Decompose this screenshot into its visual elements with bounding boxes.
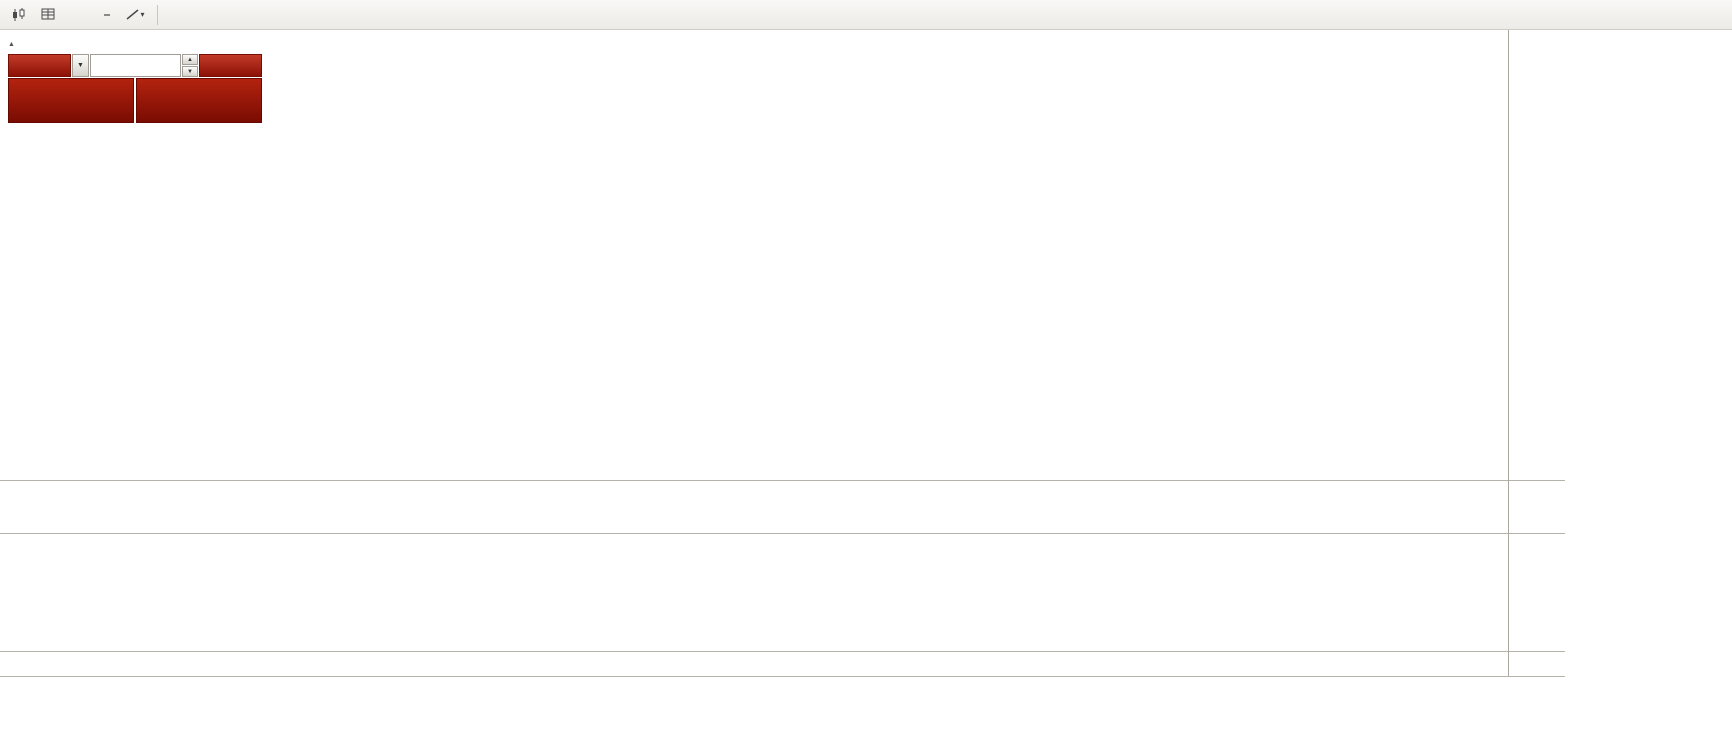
- time-axis[interactable]: [0, 652, 1508, 676]
- candlestick-icon: [13, 7, 25, 21]
- line-tools-button[interactable]: [122, 3, 149, 27]
- data-grid-button[interactable]: [35, 3, 62, 27]
- sell-price-display[interactable]: [8, 78, 134, 123]
- bar-chart-style-button[interactable]: [6, 3, 33, 27]
- panel-separator[interactable]: [0, 651, 1565, 652]
- volume-down-icon[interactable]: [182, 66, 198, 77]
- one-click-trading-panel: [8, 54, 262, 123]
- chart-ohlc-readout: [8, 37, 45, 49]
- font-tool-button[interactable]: [64, 3, 91, 27]
- panel-separator[interactable]: [0, 533, 1565, 534]
- trendline-icon: [127, 9, 139, 20]
- price-axis-border: [1508, 30, 1509, 676]
- volume-input[interactable]: [90, 54, 181, 77]
- buy-price-display[interactable]: [136, 78, 262, 123]
- volume-up-icon[interactable]: [182, 54, 198, 65]
- toolbar: [0, 0, 1732, 30]
- volume-dropdown-button[interactable]: [72, 54, 89, 77]
- window-bottom-edge: [0, 676, 1565, 677]
- panel-separator[interactable]: [0, 480, 1565, 481]
- sell-button[interactable]: [8, 54, 71, 77]
- price-axis[interactable]: [1508, 30, 1565, 651]
- grid-icon: [41, 8, 55, 20]
- text-label-tool-button[interactable]: [93, 3, 120, 27]
- text-tool-icon: [103, 13, 110, 16]
- buy-button[interactable]: [199, 54, 262, 77]
- toolbar-separator: [157, 4, 158, 25]
- volume-stepper: [182, 54, 198, 77]
- collapse-trade-panel-icon[interactable]: [8, 37, 15, 49]
